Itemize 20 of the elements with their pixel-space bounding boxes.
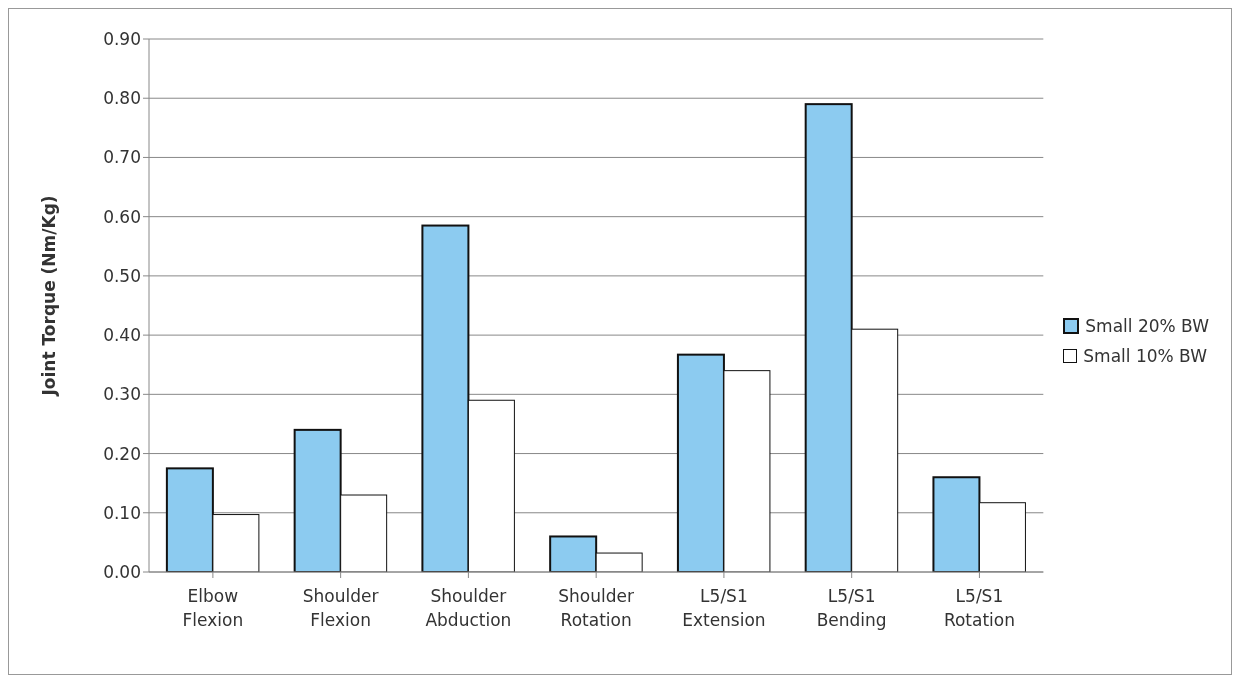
x-tick-label: L5/S1 Extension: [682, 586, 766, 630]
y-tick-label: 0.40: [103, 325, 141, 346]
y-tick-label: 0.10: [103, 502, 141, 523]
y-tick-label: 0.90: [103, 29, 141, 50]
text: Small 10% BW: [1083, 345, 1207, 366]
y-tick-label: 0.50: [103, 265, 141, 286]
y-tick-label: 0.30: [103, 384, 141, 405]
y-tick-label: 0.70: [103, 147, 141, 168]
legend-label: Small 20% BW: [1085, 315, 1209, 336]
y-tick-label: 0.80: [103, 88, 141, 109]
x-tick-label: Shoulder Flexion: [302, 586, 379, 630]
y-tick-label: 0.00: [103, 562, 141, 583]
x-tick-label: Shoulder Abduction: [425, 586, 512, 630]
x-tick-label: Elbow Flexion: [182, 586, 244, 630]
x-tick-label: L5/S1 Rotation: [943, 586, 1015, 630]
x-tick-label: Shoulder Rotation: [558, 586, 635, 630]
x-tick-label: L5/S1 Bending: [816, 586, 887, 630]
y-axis-title: Joint Torque (Nm/Kg): [39, 195, 60, 397]
y-tick-label: 0.20: [103, 443, 141, 464]
y-tick-label: 0.60: [103, 206, 141, 227]
